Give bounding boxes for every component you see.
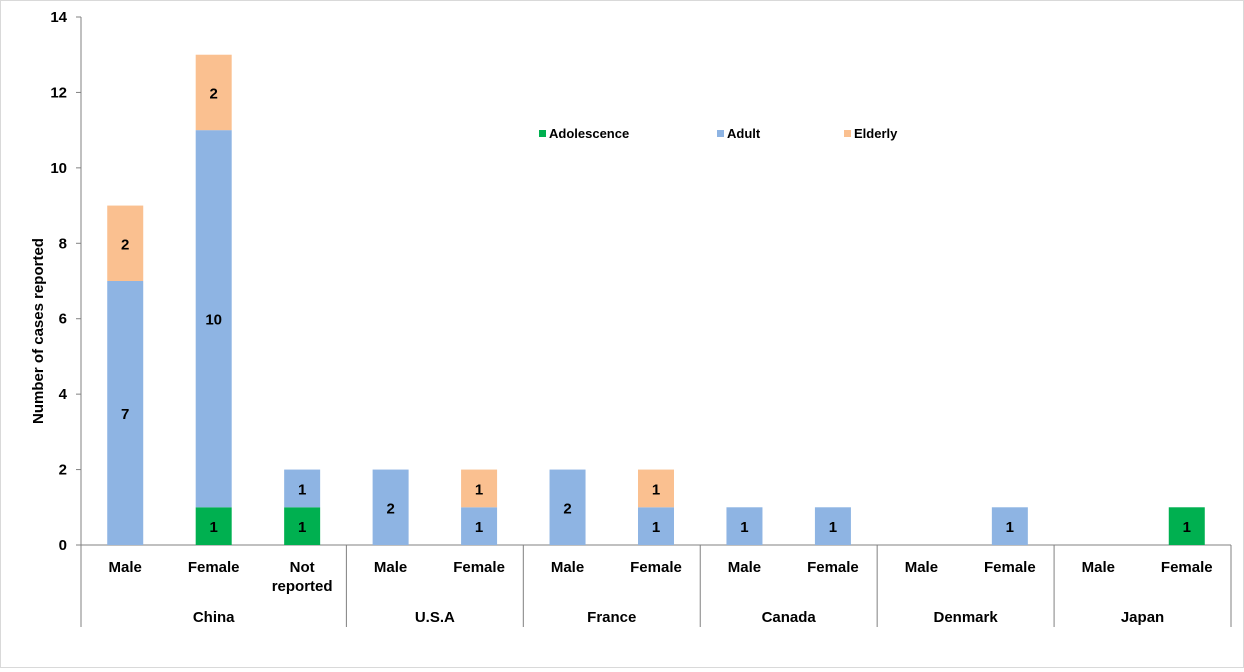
data-label: 2 bbox=[563, 500, 571, 517]
data-label: 1 bbox=[475, 519, 483, 536]
y-tick-label: 2 bbox=[59, 462, 67, 479]
bar-segment-adult bbox=[107, 281, 144, 545]
data-label: 1 bbox=[652, 519, 660, 536]
y-tick-label: 14 bbox=[50, 9, 67, 26]
x-category-label: Female bbox=[807, 559, 859, 576]
x-category-label: Male bbox=[728, 559, 761, 576]
data-label: 1 bbox=[1183, 519, 1191, 536]
data-label: 1 bbox=[740, 519, 748, 536]
x-group-label: France bbox=[587, 609, 636, 626]
y-tick-label: 12 bbox=[50, 84, 67, 101]
data-label: 1 bbox=[210, 519, 218, 536]
x-category-label: reported bbox=[272, 578, 333, 595]
x-group-label: China bbox=[193, 609, 235, 626]
y-tick-label: 10 bbox=[50, 160, 67, 177]
data-label: 2 bbox=[386, 500, 394, 517]
x-group-label: Japan bbox=[1121, 609, 1164, 626]
bar-segment-elderly bbox=[195, 54, 232, 131]
bar-segment-adult bbox=[284, 469, 321, 508]
data-label: 1 bbox=[298, 519, 306, 536]
x-category-label: Male bbox=[551, 559, 584, 576]
y-tick-labels: 0 2 4 6 8 10 12 14 bbox=[50, 9, 67, 554]
bar-segment-adolescence bbox=[1168, 507, 1205, 545]
bar-segment-adult bbox=[638, 507, 674, 545]
bar-segment-adolescence bbox=[284, 507, 321, 545]
y-tick-label: 6 bbox=[59, 311, 67, 328]
x-category-label: Female bbox=[1161, 559, 1213, 576]
legend-label: Elderly bbox=[854, 126, 898, 141]
bars bbox=[107, 54, 1205, 545]
legend-swatch-adult bbox=[717, 130, 724, 137]
data-label: 2 bbox=[121, 236, 129, 253]
data-label: 1 bbox=[1006, 519, 1014, 536]
data-label: 7 bbox=[121, 406, 129, 423]
bar-segment-adult bbox=[726, 507, 763, 545]
bar-segment-adult bbox=[461, 507, 498, 545]
y-tick-label: 0 bbox=[59, 537, 67, 554]
legend-swatch-adolescence bbox=[539, 130, 546, 137]
legend-label: Adolescence bbox=[549, 126, 629, 141]
axes bbox=[76, 16, 1232, 627]
legend-swatch-elderly bbox=[844, 130, 851, 137]
x-category-label: Female bbox=[630, 559, 682, 576]
data-label: 1 bbox=[475, 481, 483, 498]
legend: Adolescence Adult Elderly bbox=[539, 126, 898, 141]
data-label: 2 bbox=[210, 85, 218, 102]
x-group-label: U.S.A bbox=[415, 609, 455, 626]
bar-segment-adult bbox=[372, 469, 409, 545]
data-label: 1 bbox=[652, 481, 660, 498]
data-labels: 7 2 1 10 2 1 1 2 1 1 2 1 1 1 1 1 1 bbox=[121, 85, 1191, 536]
x-group-label: Denmark bbox=[934, 609, 999, 626]
x-category-label: Male bbox=[905, 559, 938, 576]
bar-segment-elderly bbox=[638, 469, 674, 508]
bar-segment-adult bbox=[991, 507, 1028, 545]
bar-segment-elderly bbox=[461, 469, 498, 508]
x-category-label: Female bbox=[453, 559, 505, 576]
x-category-label: Female bbox=[984, 559, 1036, 576]
data-label: 1 bbox=[298, 481, 306, 498]
x-category-label: Male bbox=[1082, 559, 1115, 576]
y-axis-title: Number of cases reported bbox=[30, 238, 47, 424]
x-category-label: Male bbox=[374, 559, 407, 576]
data-label: 10 bbox=[205, 312, 222, 329]
y-tick-label: 4 bbox=[59, 386, 68, 403]
x-category-label: Male bbox=[109, 559, 142, 576]
bar-segment-adolescence bbox=[195, 507, 232, 545]
x-category-labels: Male Female Not reported China Male Female U.S.… bbox=[109, 559, 1213, 626]
legend-label: Adult bbox=[727, 126, 761, 141]
x-category-label: Not bbox=[290, 559, 315, 576]
x-group-label: Canada bbox=[762, 609, 817, 626]
data-label: 1 bbox=[829, 519, 837, 536]
bar-segment-adult bbox=[549, 469, 586, 545]
y-tick-label: 8 bbox=[59, 235, 67, 252]
x-category-label: Female bbox=[188, 559, 240, 576]
bar-segment-elderly bbox=[107, 205, 144, 281]
bar-segment-adult bbox=[814, 507, 851, 545]
bar-segment-adult bbox=[195, 130, 232, 508]
